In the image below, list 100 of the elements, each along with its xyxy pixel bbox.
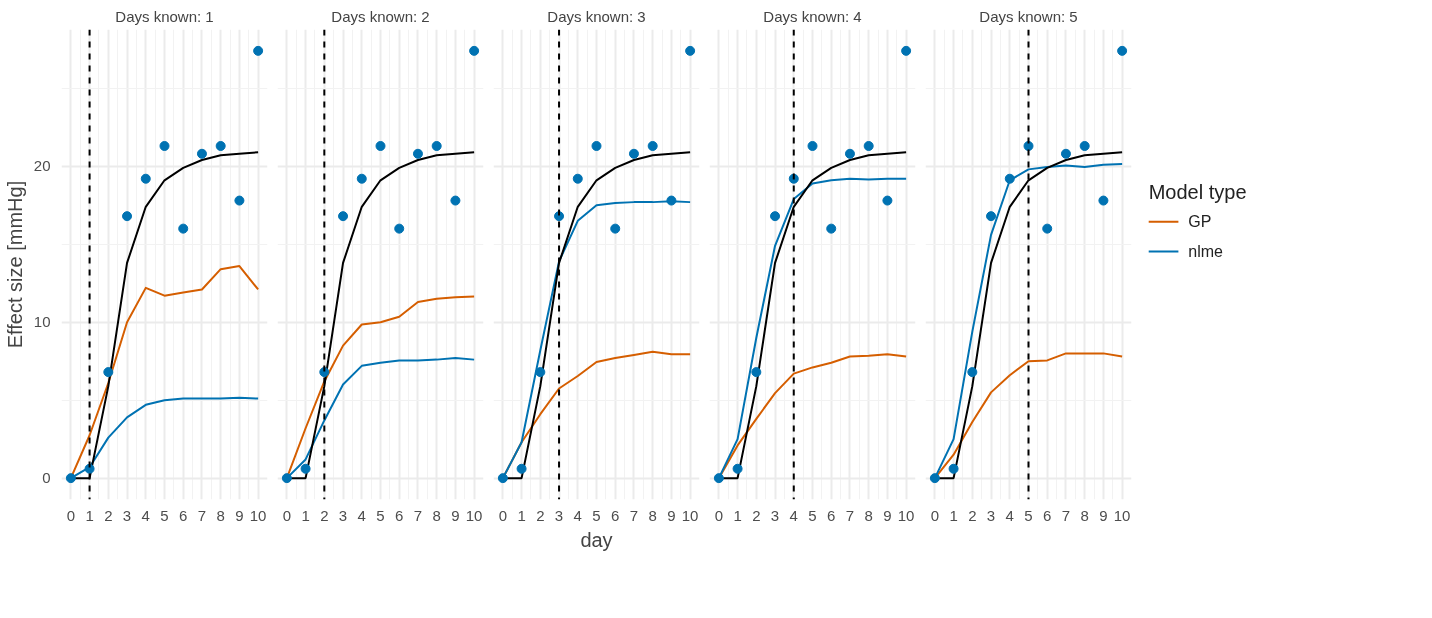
x-tick-label: 8 [1080,506,1089,524]
point [713,473,724,484]
x-tick-label: 5 [808,506,817,524]
point [215,141,226,151]
x-tick-label: 4 [1005,506,1014,524]
point [1004,173,1015,184]
x-tick-label: 9 [1099,506,1108,524]
x-tick-label: 8 [864,506,873,524]
point [469,45,480,56]
x-tick-label: 10 [465,506,483,524]
point [450,195,461,206]
x-tick-label: 9 [883,506,892,524]
x-tick-label: 3 [986,506,996,524]
point [394,223,405,234]
x-tick-label: 8 [216,506,225,524]
x-tick-label: 1 [85,506,94,524]
point [807,141,818,151]
point [412,148,423,159]
x-tick-label: 10 [897,506,915,524]
x-tick-label: 1 [949,506,958,524]
point [338,211,349,222]
x-tick-label: 0 [66,506,76,524]
point [554,211,565,222]
point [375,141,386,151]
x-tick-label: 4 [141,506,150,524]
point [751,367,762,378]
point [572,173,583,184]
point [826,223,837,234]
y-tick-label: 20 [33,157,51,175]
point [901,45,912,56]
point [844,148,855,159]
x-tick-label: 2 [968,506,977,524]
x-tick-label: 5 [160,506,169,524]
point [281,473,292,484]
chart-title: Days known: 1 [115,7,214,25]
point [647,141,658,151]
point [65,473,76,484]
point [628,148,639,159]
y-tick-label: 0 [42,469,51,487]
point [253,45,264,56]
x-tick-label: 0 [714,506,724,524]
point [1098,195,1109,206]
point [1117,45,1128,56]
point [497,473,508,484]
x-tick-label: 4 [573,506,582,524]
chart-title: Days known: 4 [763,7,862,25]
x-tick-label: 7 [197,506,207,524]
point [516,463,527,474]
x-tick-label: 1 [301,506,310,524]
y-axis-title: Effect size [mmHg] [3,180,26,349]
x-axis-title: day [580,528,613,551]
point [178,223,189,234]
chart-title: Days known: 2 [331,7,430,25]
x-tick-label: 5 [1024,506,1033,524]
x-tick-label: 9 [451,506,460,524]
point [863,141,874,151]
x-tick-label: 8 [432,506,441,524]
x-tick-label: 10 [681,506,699,524]
x-tick-label: 9 [235,506,244,524]
x-tick-label: 2 [752,506,761,524]
point [159,141,170,151]
point [1079,141,1090,151]
point [732,463,743,474]
x-tick-label: 3 [770,506,780,524]
chart-title: Days known: 3 [547,7,646,25]
point [1023,141,1034,151]
point [356,173,367,184]
x-tick-label: 6 [827,506,836,524]
point [1042,223,1053,234]
point [591,141,602,151]
point [196,148,207,159]
x-tick-label: 3 [338,506,348,524]
point [685,45,696,56]
point [967,367,978,378]
x-tick-label: 2 [320,506,329,524]
x-tick-label: 6 [1043,506,1052,524]
legend-label: GP [1188,213,1212,231]
point [1060,148,1071,159]
point [929,473,940,484]
x-tick-label: 6 [395,506,404,524]
y-tick-label: 10 [33,313,51,331]
point [610,223,621,234]
point [103,367,114,378]
x-tick-label: 7 [629,506,639,524]
x-tick-label: 9 [667,506,676,524]
x-tick-label: 10 [1113,506,1131,524]
point [986,211,997,222]
x-tick-label: 2 [536,506,545,524]
x-tick-label: 7 [845,506,855,524]
x-tick-label: 1 [733,506,742,524]
x-tick-label: 3 [554,506,564,524]
point [666,195,677,206]
x-tick-label: 3 [122,506,132,524]
x-tick-label: 7 [413,506,423,524]
x-tick-label: 4 [789,506,798,524]
x-tick-label: 2 [104,506,113,524]
x-tick-label: 10 [249,506,267,524]
x-tick-label: 5 [592,506,601,524]
x-tick-label: 0 [930,506,940,524]
x-tick-label: 0 [282,506,292,524]
